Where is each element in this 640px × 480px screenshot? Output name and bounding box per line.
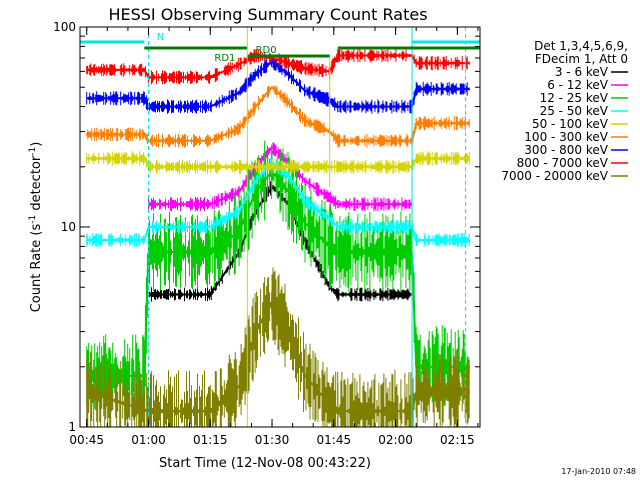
series-trend [271,60,290,76]
series-trend [329,99,339,108]
flag-label-rd0: RD0 [256,45,277,56]
series-trend [304,222,331,248]
series-trend [271,301,290,333]
x-tick-label: 01:15 [193,433,228,447]
series-trend [329,286,339,296]
series-trend [143,69,150,78]
series-trend [209,63,240,79]
series-trend [287,101,306,122]
series-trend [411,88,418,107]
series-trend [411,251,418,367]
series-trend [209,385,240,412]
chart-title: HESSI Observing Summary Count Rates [108,5,427,24]
series-trend [209,91,240,108]
series-trend [143,158,150,168]
legend-label: 100 - 300 keV [524,130,608,144]
series-7000-20000-kev [86,267,470,427]
flags-layer: N RD0 RD1 [80,27,480,427]
series-trend [304,119,331,133]
legend-entry: 800 - 7000 keV [517,156,628,170]
legend-label: 50 - 100 keV [532,117,609,131]
series-trend [411,158,418,168]
series-trend [329,403,339,412]
series-trend [209,210,240,228]
series-trend [209,127,240,142]
legend-entry: 12 - 25 keV [540,91,628,105]
legend-label: 12 - 25 keV [540,91,609,105]
series-trend [209,190,240,206]
series-layer [86,48,470,427]
legend-label: 6 - 12 keV [547,78,609,92]
legend-entry: 7000 - 20000 keV [501,169,628,183]
series-100-300-kev [86,85,470,148]
flag-label-rd1: RD1 [214,53,235,64]
axes-layer: 00:45 01:00 01:15 01:30 01:45 02:00 02:15 1 10 10… [53,20,480,447]
x-tick-label: 01:00 [131,433,166,447]
series-trend [254,301,273,333]
x-tick-label: 01:30 [255,433,290,447]
series-trend [287,191,306,224]
series-trend [287,73,306,92]
series-trend [411,226,418,241]
x-tick-label: 00:45 [69,433,104,447]
series-trend [209,230,240,253]
flag-label-n: N [157,32,164,43]
series-trend [304,67,330,73]
series-trend [254,60,273,76]
legend-header-1: Det 1,3,4,5,6,9, [534,39,628,53]
series-50-100-kev [86,151,470,174]
generated-timestamp: 17-Jan-2010 07:48 [561,467,636,476]
series-trend [143,226,150,241]
legend-label: 25 - 50 keV [540,104,609,118]
series-trend [86,390,149,413]
series-trend [271,170,290,193]
legend-label: 800 - 7000 keV [517,156,609,170]
series-trend [304,89,331,102]
series-trend [328,55,339,72]
series-trend [287,331,306,377]
series-trend [304,240,331,288]
legend-entry: 300 - 800 keV [524,143,628,157]
x-tick-label: 01:45 [317,433,352,447]
x-tick-label: 02:15 [440,433,475,447]
series-trend [271,57,289,65]
series-trend [287,175,306,202]
series-trend [411,55,418,64]
series-trend [254,86,273,108]
series-trend [329,196,339,205]
legend-entry: 100 - 300 keV [524,130,628,144]
series-trend [254,170,273,193]
legend-label: 7000 - 20000 keV [501,169,608,183]
series-trend [411,391,418,412]
legend-entry: 25 - 50 keV [540,104,628,118]
legend: Det 1,3,4,5,6,9, FDecim 1, Att 0 3 - 6 k… [501,39,628,183]
y-axis-label: Count Rate (s-1 detector-1) [28,142,44,313]
series-trend [329,245,339,253]
series-trend [143,251,150,376]
y-tick-label: 100 [53,20,76,34]
series-300-800-kev [86,56,470,114]
series-trend [143,97,150,108]
y-tick-label: 1 [68,420,76,434]
series-trend [288,62,306,70]
series-trend [143,133,150,142]
y-tick-label: 10 [61,220,76,234]
series-trend [304,200,331,220]
legend-label: 300 - 800 keV [524,143,608,157]
series-trend [304,375,331,405]
legend-entry: 6 - 12 keV [547,78,628,92]
legend-entry: 3 - 6 keV [555,65,628,79]
series-trend [328,218,339,228]
x-tick-label: 02:00 [378,433,413,447]
legend-header-2: FDecim 1, Att 0 [535,52,628,66]
series-trend [328,130,339,142]
series-trend [271,86,290,104]
series-trend [411,123,418,141]
legend-entry: 50 - 100 keV [532,117,628,131]
series-trend [304,180,331,199]
x-axis-label: Start Time (12-Nov-08 00:43:22) [159,456,371,471]
legend-label: 3 - 6 keV [555,65,609,79]
